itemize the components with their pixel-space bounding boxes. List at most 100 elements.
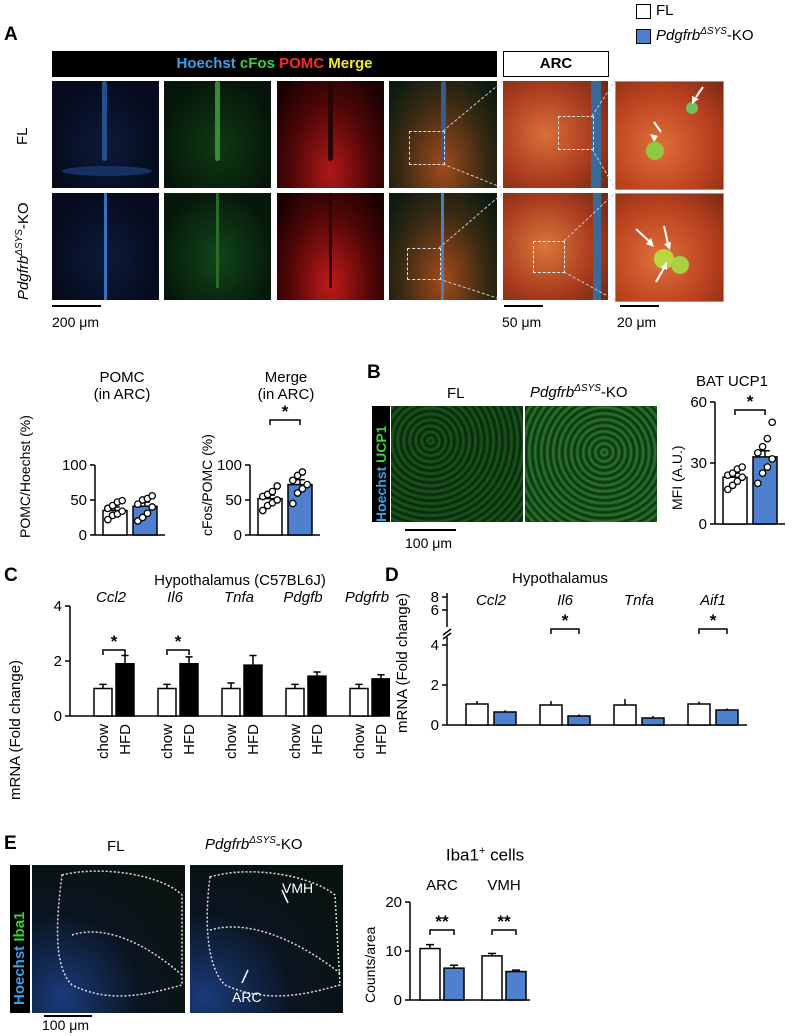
e-vmh-label: VMH: [282, 880, 314, 896]
b-label-ko: PdgfrbΔSYS-KO: [530, 383, 628, 401]
e-scalebar-line: [44, 1015, 92, 1017]
ucp1-fl-point: [733, 477, 742, 486]
e-side-hoechst: Hoechst: [11, 945, 28, 1005]
d-y-tick-label: 4: [431, 637, 439, 654]
c-x-label: HFD: [181, 724, 198, 755]
c-x-label: HFD: [117, 724, 134, 755]
c-Ccl2-sig-bracket: [102, 649, 126, 655]
b-side-bar: Hoechst UCP1: [372, 406, 390, 522]
d-y-tick-label: 6: [431, 602, 439, 619]
pomc-y-tick-label: 100: [62, 457, 87, 474]
merge-ko-point: [298, 468, 307, 476]
d-y-tick-label: 0: [431, 717, 439, 734]
d-gene-label: Tnfa: [624, 592, 654, 609]
iba1-title: Iba1+ cells: [445, 845, 525, 865]
merge-ko-point: [298, 484, 307, 493]
pomc-ko-point: [143, 509, 152, 518]
iba1-group-label: ARC: [426, 877, 458, 894]
d-Il6-sig-bracket: [550, 628, 580, 634]
chart-merge: 0 50 100 * cFos/POMC (%): [199, 402, 320, 544]
d-ylabel: mRNA (Fold change): [394, 593, 411, 733]
c-x-label: HFD: [245, 724, 262, 755]
micrograph-ko-merge: [389, 193, 497, 300]
merge-ko-point: [288, 499, 297, 508]
merge-ko-point: [293, 489, 302, 497]
e-side-bar: Hoechst Iba1: [10, 865, 30, 1013]
iba1-ARC-sig-label: **: [435, 912, 449, 931]
d-Aif1-1-bar: [715, 709, 739, 726]
micrograph-e-fl: [32, 865, 185, 1013]
ucp1-sig-bracket: [734, 409, 766, 415]
c-Il6-0-bar: [157, 687, 177, 717]
scalebar-a-20: 20 μm: [617, 314, 657, 330]
micrograph-ko-arc: [503, 193, 608, 300]
e-arc-label: ARC: [232, 989, 262, 1005]
ucp1-ko-point: [753, 448, 762, 457]
merge-fl-point: [273, 496, 282, 504]
ucp1-title: BAT UCP1: [696, 373, 768, 390]
iba1-ARC-1-bar: [443, 967, 465, 1001]
d-Ccl2-0-bar: [465, 703, 489, 726]
d-gene-label: Il6: [557, 592, 574, 609]
micrograph-b-fl: [391, 406, 523, 522]
pomc-title-2: (in ARC): [93, 386, 151, 403]
micrograph-ko-hoechst: [52, 193, 159, 300]
chart-iba1: 0 10 20 ARC ** VMH ** Counts/area: [362, 877, 530, 1009]
header-cfos: cFos: [239, 55, 275, 72]
d-title: Hypothalamus: [512, 570, 608, 587]
iba1-ARC-sig-bracket: [429, 929, 455, 935]
ucp1-fl-point: [723, 485, 732, 494]
c-gene-label: Pdgfb: [283, 590, 322, 606]
c-Ccl2-sig-label: *: [111, 632, 118, 651]
c-gene-label: Ccl2: [96, 590, 127, 606]
pomc-fl-point: [118, 507, 127, 516]
merge-fl-point: [273, 482, 282, 490]
c-y-tick-label: 4: [54, 598, 62, 615]
ucp1-sig-label: *: [747, 392, 754, 411]
c-ylabel: mRNA (Fold change): [7, 660, 24, 800]
d-Il6-sig-label: *: [562, 611, 569, 630]
c-x-label: chow: [159, 724, 176, 759]
d-gene-label: Ccl2: [476, 592, 507, 609]
legend-swatch-ko: [636, 29, 651, 44]
iba1-VMH-0-bar: [481, 955, 503, 1001]
d-Il6-0-bar: [539, 704, 563, 726]
ucp1-fl-point: [728, 469, 737, 478]
c-gene-label: Pdgfrb: [345, 590, 389, 606]
c-gene-label: Il6: [167, 590, 184, 606]
ucp1-fl-point: [728, 481, 737, 490]
merge-fl-point: [268, 487, 277, 496]
panel-letter-b: B: [367, 362, 381, 383]
header-merge: Merge: [328, 55, 373, 72]
d-Aif1-sig-label: *: [710, 611, 717, 630]
c-Il6-1-bar: [179, 663, 199, 717]
chart-c: 0 2 4 Ccl2 chow HFD * Il6 chow HFD * Tnfa chow HFD Pdg…: [7, 590, 390, 800]
c-Il6-sig-bracket: [166, 649, 190, 655]
pomc-fl-point: [103, 515, 112, 524]
d-y-tick-label: 2: [431, 677, 439, 694]
zoom-connectors: [52, 80, 659, 307]
c-Pdgfrb-0-bar: [349, 687, 369, 717]
c-x-label: chow: [351, 724, 368, 759]
ucp1-y-tick-label: 60: [690, 394, 707, 411]
e-label-ko: PdgfrbΔSYS-KO: [205, 835, 303, 853]
chart-ucp1: 0 30 60 * MFI (A.U.): [669, 392, 785, 533]
merge-ko-point: [303, 480, 312, 489]
panel-letter-c: C: [4, 565, 18, 586]
micrograph-ko-pomc: [277, 193, 384, 300]
e-side-iba1: Iba1: [11, 911, 28, 942]
merge-y-tick-label: 0: [234, 527, 242, 544]
d-Aif1-0-bar: [687, 703, 711, 726]
iba1-group-label: VMH: [487, 877, 520, 894]
pomc-title-1: POMC: [99, 369, 145, 386]
pomc-fl-point: [118, 496, 127, 505]
d-Il6-1-bar: [567, 715, 591, 726]
b-scalebar: 100 μm: [405, 535, 452, 551]
header-pomc: POMC: [279, 55, 325, 72]
c-Ccl2-0-bar: [93, 687, 113, 717]
micrograph-ko-zoom: [615, 193, 724, 302]
pomc-ylabel: POMC/Hoechst (%): [17, 415, 33, 538]
ucp1-ko-point: [763, 463, 772, 471]
pomc-ko-point: [148, 491, 157, 500]
legend-swatch-fl: [636, 4, 651, 19]
